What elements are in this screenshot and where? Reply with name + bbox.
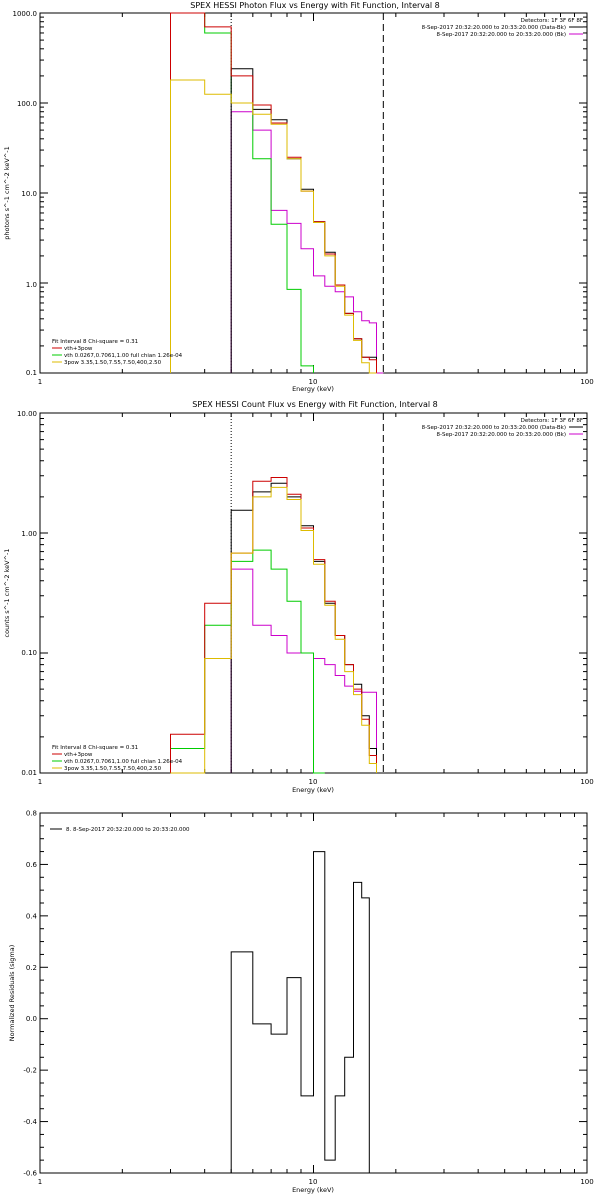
panel1-legend-bk: 8-Sep-2017 20:32:20.000 to 20:33:20.000 … xyxy=(437,32,567,38)
panel1-reference-lines xyxy=(230,13,384,373)
panel2-xlabel: Energy (keV) xyxy=(292,786,334,794)
panel3-xtick-label: 10 xyxy=(309,1178,318,1186)
panel2-reference-lines xyxy=(230,413,384,773)
panel1-legend-top-right: Detectors: 1F 3F 6F 8F 8-Sep-2017 20:32:… xyxy=(422,18,583,38)
panel2-legend-bottom-left: Fit Interval 8 Chi-square = 0.31 vth+3po… xyxy=(52,745,183,772)
panel1-legend-pow: 3pow 3.35,1.50,7.55,7.50,400,2.50 xyxy=(64,360,162,366)
panel1-ytick-label: 100.0 xyxy=(17,100,37,108)
panel1-legend-detectors: Detectors: 1F 3F 6F 8F xyxy=(521,18,583,24)
panel1-xtick-label: 100 xyxy=(580,378,593,386)
panel2-ytick-label: 10.00 xyxy=(17,410,37,418)
panel2-legend-top-right: Detectors: 1F 3F 6F 8F 8-Sep-2017 20:32:… xyxy=(422,418,583,438)
panel2-ytick-label: 1.00 xyxy=(21,530,37,538)
panel1-ytick-label: 1.0 xyxy=(26,281,37,289)
panel3-ytick-label: -0.6 xyxy=(23,1170,37,1178)
panel1-series xyxy=(170,12,384,374)
panel2-series xyxy=(170,477,377,774)
panel1-ytick-label: 10.0 xyxy=(21,190,37,198)
residuals-panel: 1 10 100 -0.6 -0.4 -0.2 0.0 0.2 0.4 0.6 0.8 Ene… xyxy=(8,810,594,1195)
panel1-xtick-label: 1 xyxy=(38,378,42,386)
series-bk-histogram xyxy=(230,568,377,773)
panel3-legend-label: 8. 8-Sep-2017 20:32:20.000 to 20:33:20.0… xyxy=(66,827,190,833)
series-total-histogram xyxy=(170,12,377,373)
panel3-xtick-label: 100 xyxy=(580,1178,593,1186)
panel2-xtick-label: 1 xyxy=(38,778,42,786)
panel3-xlabel: Energy (keV) xyxy=(292,1186,334,1194)
panel1-ytick-label: 1000.0 xyxy=(13,10,38,18)
panel3-ticks xyxy=(39,812,588,1174)
panel2-legend-bk: 8-Sep-2017 20:32:20.000 to 20:33:20.000 … xyxy=(437,432,567,438)
panel2-ytick-label: 0.01 xyxy=(21,769,37,777)
panel3-ytick-label: 0.0 xyxy=(26,1015,37,1023)
panel1-legend-databk: 8-Sep-2017 20:32:20.000 to 20:33:20.000 … xyxy=(422,25,566,31)
panel3-ytick-label: 0.6 xyxy=(26,861,38,869)
series-vth-histogram xyxy=(170,549,325,774)
panel2-title: SPEX HESSI Count Flux vs Energy with Fit… xyxy=(192,400,437,409)
panel2-legend-databk: 8-Sep-2017 20:32:20.000 to 20:33:20.000 … xyxy=(422,425,566,431)
panel1-ylabel: photons s^-1 cm^-2 keV^-1 xyxy=(3,146,11,240)
panel1-title: SPEX HESSI Photon Flux vs Energy with Fi… xyxy=(190,1,440,10)
count-flux-panel: SPEX HESSI Count Flux vs Energy with Fit… xyxy=(3,400,594,794)
series-pow-histogram xyxy=(170,486,377,774)
series-total-histogram xyxy=(170,477,377,773)
panel1-ytick-label: 0.1 xyxy=(26,369,37,377)
panel3-xtick-label: 1 xyxy=(38,1178,42,1186)
panel1-xtick-label: 10 xyxy=(309,378,318,386)
panel2-legend-total: vth+3pow xyxy=(64,752,93,758)
panel3-ytick-label: 0.8 xyxy=(26,810,37,818)
panel3-series xyxy=(230,851,370,1173)
panel2-xtick-label: 10 xyxy=(309,778,318,786)
panel2-legend-detectors: Detectors: 1F 3F 6F 8F xyxy=(521,418,583,424)
panel1-fit-annotation: Fit Interval 8 Chi-square = 0.31 xyxy=(52,339,138,345)
panel2-ytick-label: 0.10 xyxy=(21,649,37,657)
residuals-histogram xyxy=(230,851,370,1173)
panel3-ylabel: Normalized Residuals (sigma) xyxy=(8,945,16,1042)
panel3-legend: 8. 8-Sep-2017 20:32:20.000 to 20:33:20.0… xyxy=(50,827,190,833)
panel3-ytick-label: -0.2 xyxy=(23,1067,37,1075)
photon-flux-panel: SPEX HESSI Photon Flux vs Energy with Fi… xyxy=(3,1,594,393)
series-vth-histogram xyxy=(170,12,314,373)
series-bk-histogram xyxy=(230,111,384,374)
panel2-xtick-label: 100 xyxy=(580,778,593,786)
panel1-legend-bottom-left: Fit Interval 8 Chi-square = 0.31 vth+3po… xyxy=(52,339,183,366)
panel2-ylabel: counts s^-1 cm^-2 keV^-1 xyxy=(3,549,11,638)
panel3-ytick-label: -0.4 xyxy=(23,1118,37,1126)
panel3-ytick-label: 0.4 xyxy=(26,912,38,920)
panel1-legend-total: vth+3pow xyxy=(64,346,93,352)
series-pow-histogram xyxy=(170,79,377,374)
panel1-ticks xyxy=(39,12,588,374)
panel2-fit-annotation: Fit Interval 8 Chi-square = 0.31 xyxy=(52,745,138,751)
panel2-legend-vth: vth 0.0267,0.7061,1.00 full chian 1.26e-… xyxy=(64,759,183,765)
panel2-legend-pow: 3pow 3.35,1.50,7.55,7.50,400,2.50 xyxy=(64,766,162,772)
panel1-xlabel: Energy (keV) xyxy=(292,385,334,393)
panel1-legend-vth: vth 0.0267,0.7061,1.00 full chian 1.26e-… xyxy=(64,353,183,359)
panel3-ytick-label: 0.2 xyxy=(26,964,37,972)
panel3-ytick-labels: -0.6 -0.4 -0.2 0.0 0.2 0.4 0.6 0.8 xyxy=(23,810,37,1178)
